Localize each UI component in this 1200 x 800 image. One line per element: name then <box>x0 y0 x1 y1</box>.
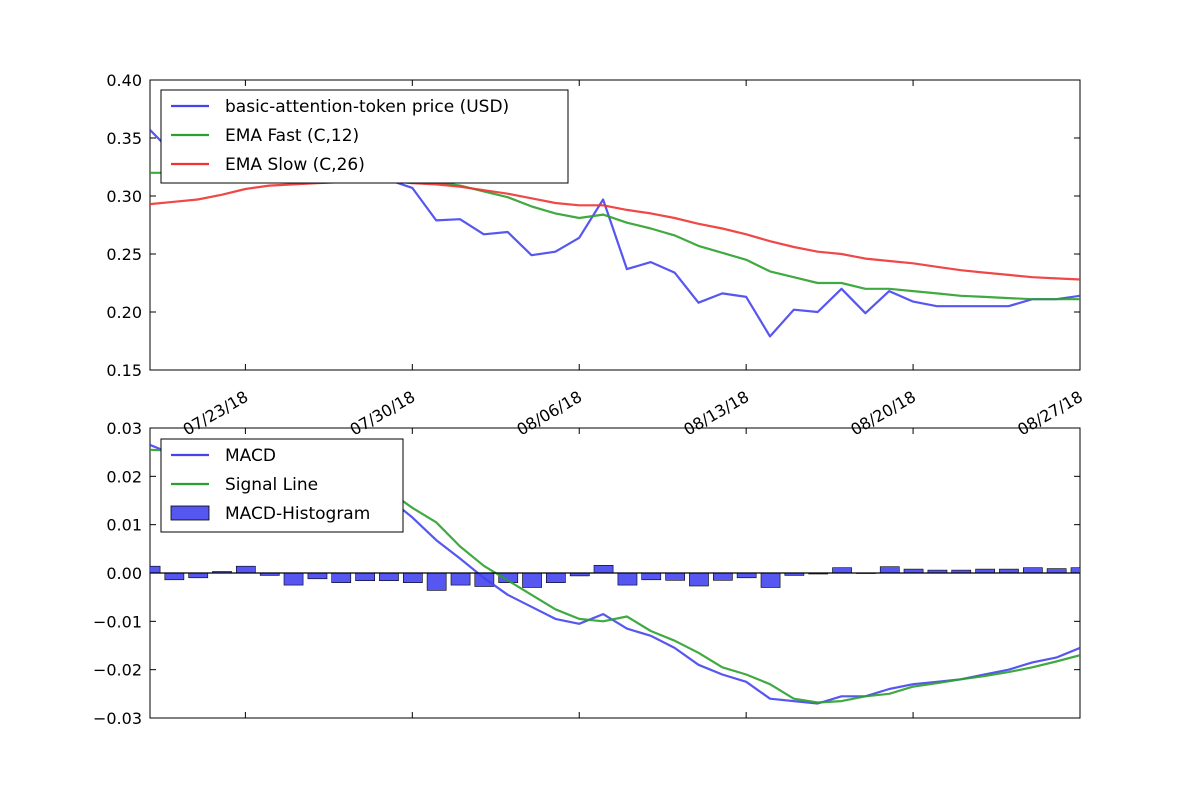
legend-label: EMA Fast (C,12) <box>225 126 359 146</box>
x-tick-label: 08/20/18 <box>847 387 919 439</box>
histogram-bar <box>355 572 376 581</box>
histogram-bar <box>712 572 733 581</box>
histogram-bar <box>1046 568 1067 574</box>
y-tick-label: 0.20 <box>106 303 142 322</box>
histogram-bar <box>617 572 638 586</box>
histogram-bar <box>1070 567 1080 574</box>
histogram-bar <box>450 572 471 586</box>
histogram-bar <box>164 572 185 581</box>
y-tick-label: 0.15 <box>106 361 142 380</box>
histogram-bar <box>641 572 662 581</box>
y-tick-label: 0.25 <box>106 245 142 264</box>
legend-label: EMA Slow (C,26) <box>225 155 365 175</box>
legend-label: MACD <box>225 446 276 466</box>
histogram-bar <box>236 565 256 574</box>
y-tick-label: 0.30 <box>106 187 142 206</box>
plot-frame <box>149 79 1081 371</box>
y-tick-label: 0.00 <box>106 564 142 583</box>
y-tick-label: 0.03 <box>106 419 142 438</box>
histogram-bar <box>522 572 542 588</box>
y-tick-label: −0.02 <box>93 661 142 680</box>
x-tick-label: 08/06/18 <box>513 387 585 439</box>
y-tick-label: 0.40 <box>106 71 142 90</box>
histogram-bar <box>879 566 900 574</box>
histogram-bar <box>188 572 209 579</box>
x-tick-label: 07/23/18 <box>180 387 252 439</box>
x-tick-label: 08/13/18 <box>680 387 752 439</box>
histogram-bar <box>474 572 495 587</box>
histogram-bar <box>426 572 447 591</box>
histogram-bar <box>736 572 757 579</box>
histogram-bar <box>832 567 852 574</box>
x-tick-label: 08/27/18 <box>1014 387 1086 439</box>
histogram-bar <box>283 572 304 586</box>
histogram-bar <box>150 565 161 574</box>
y-tick-label: 0.01 <box>106 516 142 535</box>
y-tick-label: 0.35 <box>106 129 142 148</box>
legend-label: basic-attention-token price (USD) <box>225 97 509 117</box>
y-tick-label: −0.03 <box>93 709 142 728</box>
legend-label: MACD-Histogram <box>225 504 370 524</box>
legend-box <box>160 89 569 184</box>
macd-panel: −0.03 −0.02 −0.01 0.00 0.01 0.02 0.03 MACD Signa… <box>93 419 1081 728</box>
histogram-bar <box>665 572 685 581</box>
histogram-bar <box>689 572 709 587</box>
ema-slow-c-26-line <box>150 179 1080 281</box>
histogram-bar <box>760 572 781 588</box>
histogram-bar <box>1022 567 1043 574</box>
price-panel: 0.15 0.20 0.25 0.30 0.35 0.40 07/23/18 07/30/18… <box>106 71 1086 439</box>
histogram-bar <box>402 572 423 583</box>
legend-label: Signal Line <box>225 475 318 495</box>
histogram-bar <box>545 572 566 583</box>
histogram-bar <box>379 572 399 581</box>
histogram-bar <box>307 572 328 580</box>
y-tick-label: 0.02 <box>106 467 142 486</box>
histogram-bar <box>593 564 614 574</box>
legend-swatch <box>170 505 210 521</box>
x-tick-label: 07/30/18 <box>347 387 419 439</box>
histogram-bar <box>331 572 352 583</box>
y-tick-label: −0.01 <box>93 612 142 631</box>
